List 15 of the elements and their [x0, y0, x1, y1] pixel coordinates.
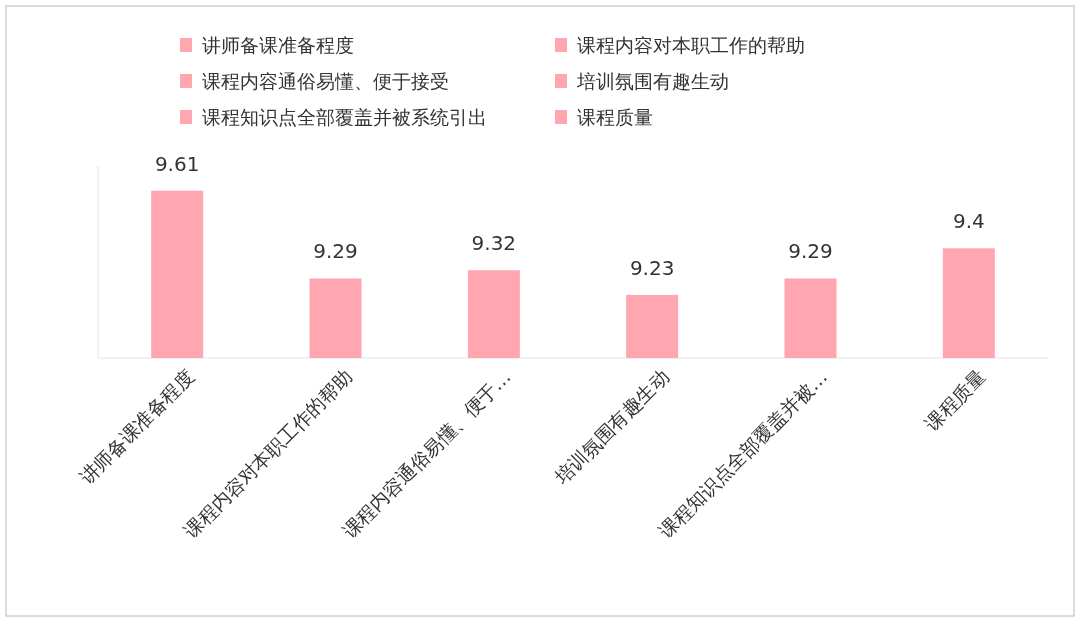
- data-label: 9.32: [471, 231, 517, 256]
- legend-label: 课程知识点全部覆盖并被系统引出: [202, 106, 487, 128]
- data-label: 9.61: [154, 151, 200, 176]
- legend-label: 培训氛围有趣生动: [576, 70, 729, 92]
- data-label: 9.29: [788, 239, 833, 264]
- legend-label: 讲师备课准备程度: [202, 34, 354, 56]
- legend-label: 课程内容通俗易懂、便于接受: [202, 70, 449, 92]
- x-tick-label: 讲师备课准备程度: [74, 365, 198, 489]
- legend-label: 课程质量: [577, 106, 653, 128]
- x-tick-label: 培训氛围有趣生动: [549, 365, 673, 490]
- legend-label: 课程内容对本职工作的帮助: [577, 34, 805, 56]
- data-label: 9.4: [952, 209, 985, 234]
- x-tick-label: 课程质量: [920, 365, 990, 435]
- data-label: 9.29: [313, 239, 358, 264]
- data-label: 9.23: [629, 255, 675, 280]
